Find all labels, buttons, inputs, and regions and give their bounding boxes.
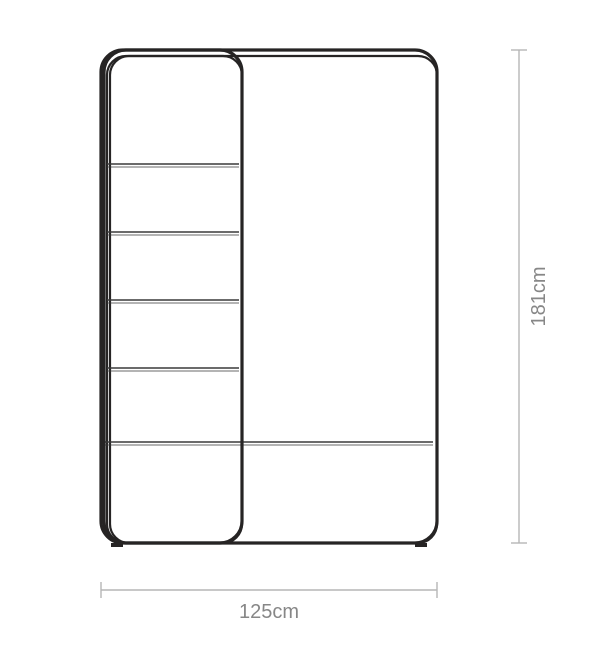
dimension-width-label: 125cm bbox=[239, 601, 299, 623]
foot-left bbox=[111, 543, 123, 547]
dimension-height-label: 181cm bbox=[528, 266, 550, 326]
canvas-background bbox=[0, 0, 600, 646]
foot-right bbox=[415, 543, 427, 547]
